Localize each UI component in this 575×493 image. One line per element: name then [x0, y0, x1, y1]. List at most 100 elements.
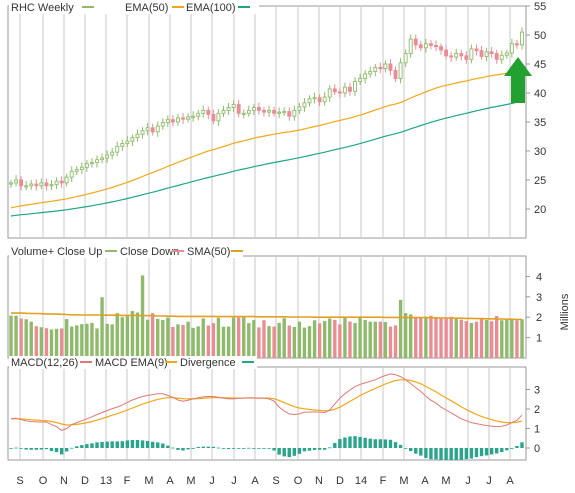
candle — [90, 157, 94, 168]
divergence-bar — [302, 448, 307, 452]
x-tick-label: N — [315, 475, 323, 487]
x-tick-label: S — [272, 475, 279, 487]
volume-bar — [39, 327, 44, 358]
volume-bar — [393, 325, 398, 358]
volume-bar — [75, 325, 79, 358]
candle — [499, 50, 504, 65]
volume-bar — [44, 328, 49, 358]
volume-bar — [90, 322, 94, 358]
volume-bar — [252, 320, 256, 358]
x-tick-label: O — [39, 475, 48, 487]
divergence-bar — [464, 448, 469, 460]
divergence-bar — [408, 448, 413, 452]
candle — [282, 107, 287, 117]
divergence-bar — [14, 447, 18, 449]
volume-bar — [140, 275, 145, 358]
macd-divergence-bars — [9, 436, 524, 461]
x-tick-label: F — [124, 475, 131, 487]
volume-bar — [100, 297, 104, 358]
candle — [246, 105, 251, 117]
price-y-tick-label: 30 — [534, 146, 546, 158]
candle — [434, 40, 438, 52]
candle — [398, 58, 403, 84]
volume-bar — [510, 319, 514, 358]
volume-bar — [221, 326, 226, 358]
candle — [454, 48, 459, 61]
candle — [130, 134, 135, 147]
divergence-bar — [181, 448, 185, 451]
volume-bar — [484, 320, 489, 358]
volume-bar — [9, 315, 13, 358]
candle — [170, 115, 175, 127]
volume-bar — [135, 312, 140, 358]
candle — [176, 113, 180, 127]
candle — [120, 139, 125, 152]
price-y-tick-label: 55 — [534, 1, 546, 13]
x-tick-label: O — [294, 475, 303, 487]
x-tick-label: M — [186, 475, 195, 487]
volume-bar — [201, 318, 205, 358]
volume-bar — [333, 319, 337, 358]
divergence-bar — [297, 448, 302, 454]
candle — [292, 105, 297, 121]
divergence-bar — [328, 447, 332, 449]
volume-bar — [495, 315, 499, 358]
volume-bar — [307, 326, 312, 358]
candle — [181, 113, 185, 124]
candle — [49, 179, 54, 190]
candle — [358, 73, 363, 85]
divergence-bar — [469, 448, 474, 459]
candle — [69, 166, 74, 183]
candle — [439, 43, 443, 55]
divergence-bar — [145, 440, 150, 448]
volume-bar — [206, 325, 211, 358]
volume-bar — [419, 317, 423, 358]
volume-bar — [272, 326, 276, 358]
divergence-bar — [322, 448, 327, 450]
divergence-bar — [424, 448, 428, 458]
candle — [403, 49, 408, 68]
volume-bar — [500, 320, 504, 358]
volume-legend-sma: SMA(50) — [187, 246, 230, 258]
divergence-bar — [292, 448, 297, 456]
divergence-bar — [95, 442, 99, 448]
divergence-bar — [307, 448, 312, 451]
volume-bar — [454, 319, 458, 358]
divergence-bar — [312, 448, 317, 450]
divergence-bar — [221, 448, 226, 449]
candle — [312, 92, 317, 104]
volume-legend-up: Volume+ Close Up — [11, 246, 102, 258]
divergence-bar — [419, 448, 423, 456]
divergence-bar — [206, 446, 211, 448]
divergence-bar — [484, 448, 489, 456]
divergence-bar — [489, 448, 494, 455]
candle — [262, 106, 266, 117]
candle — [337, 87, 342, 98]
divergence-bar — [231, 448, 236, 449]
volume-bar — [363, 320, 367, 358]
divergence-bar — [226, 448, 231, 449]
divergence-bar — [388, 439, 393, 448]
volume-bar — [186, 321, 190, 358]
candle — [444, 45, 449, 60]
candle — [29, 180, 34, 190]
macd-panel: 0 1 2 3 MACD(12,26) MACD EMA(9) Divergence — [7, 356, 540, 461]
volume-bar — [145, 319, 150, 358]
candle — [84, 159, 89, 172]
divergence-bar — [39, 448, 44, 450]
volume-bar — [292, 326, 297, 358]
candle — [408, 34, 413, 58]
volume-bar — [70, 326, 74, 358]
candle — [342, 82, 347, 98]
divergence-bar — [429, 448, 433, 460]
volume-bar — [479, 318, 484, 358]
divergence-bar — [262, 448, 266, 449]
candle — [469, 44, 474, 64]
volume-bar — [110, 324, 114, 358]
candle — [19, 176, 24, 191]
divergence-bar — [383, 439, 388, 448]
divergence-bar — [277, 448, 281, 455]
price-y-tick-label: 25 — [534, 175, 546, 187]
volume-bar — [287, 325, 291, 358]
divergence-bar — [90, 443, 94, 448]
